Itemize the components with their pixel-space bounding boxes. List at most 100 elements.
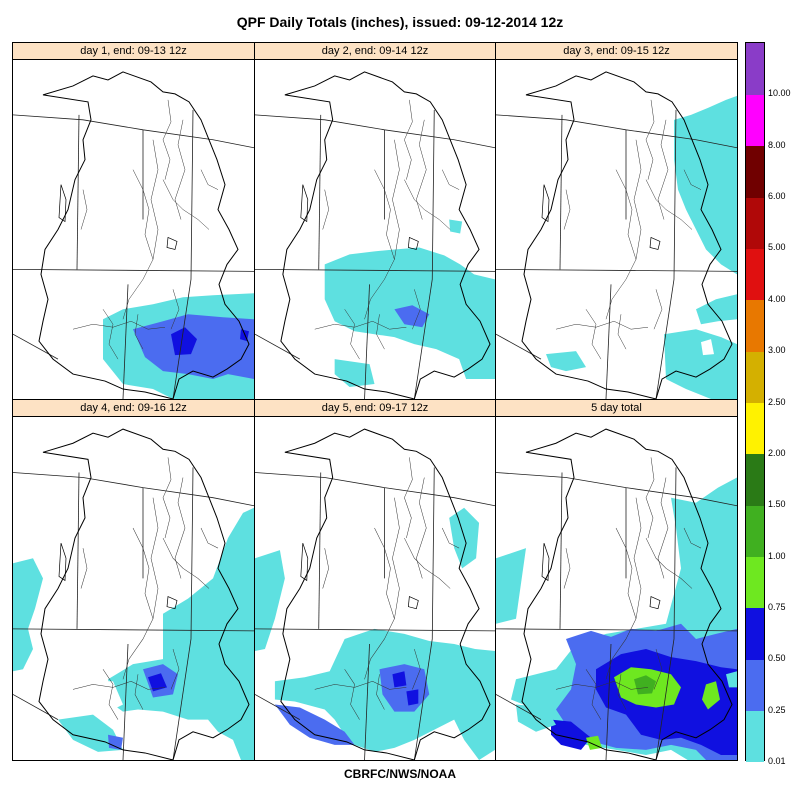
legend-bin (746, 43, 764, 95)
panel-header: day 2, end: 09-14 12z (255, 43, 495, 60)
legend-label: 6.00 (768, 191, 786, 202)
legend-bin (746, 299, 764, 352)
legend-label: 2.50 (768, 396, 786, 407)
river-line (633, 139, 642, 260)
lake-outline (407, 596, 419, 610)
river-line (150, 139, 159, 260)
river-line (657, 477, 669, 579)
river-line (376, 674, 385, 710)
river-line (134, 674, 144, 710)
river-line (376, 314, 385, 350)
river-line (150, 497, 159, 619)
state-boundary (364, 643, 370, 760)
state-boundary (122, 284, 129, 399)
lake-outline (300, 184, 309, 223)
footer-credit: CBRFC/NWS/NOAA (344, 767, 456, 781)
state-boundary (655, 109, 677, 399)
lake-outline (166, 236, 178, 250)
legend-label: 0.50 (768, 653, 786, 664)
state-boundary (496, 268, 737, 272)
river-line (174, 477, 186, 579)
river-line (605, 618, 637, 680)
river-line (80, 189, 88, 230)
legend-bin (746, 197, 764, 249)
state-boundary (496, 333, 542, 360)
legend-label: 0.75 (768, 601, 786, 612)
river-line (200, 169, 219, 190)
river-line (374, 169, 395, 260)
legend-bin (746, 94, 764, 147)
lake-outline (541, 184, 550, 223)
river-line (617, 314, 627, 350)
river-line (132, 169, 154, 260)
basin-map (13, 71, 254, 399)
basin-outline (38, 71, 250, 399)
river-line (72, 681, 166, 690)
basin-map (496, 71, 737, 399)
river-line (392, 497, 400, 619)
legend-label: 3.00 (768, 345, 786, 356)
map-title: QPF Daily Totals (inches), issued: 09-12… (236, 14, 564, 30)
state-boundary (13, 694, 59, 720)
state-boundary (496, 694, 542, 720)
basin-outline (521, 428, 733, 760)
basin-outline (280, 71, 491, 399)
river-line (416, 119, 427, 220)
lake-outline (58, 184, 67, 223)
river-line (162, 99, 172, 180)
state-boundary (255, 114, 495, 149)
precip-area (392, 671, 407, 688)
state-boundary (255, 628, 495, 632)
river-line (645, 457, 655, 539)
precip-area (546, 351, 586, 372)
state-boundary (172, 467, 194, 760)
river-line (122, 618, 154, 680)
legend-label: 10.00 (768, 88, 791, 99)
river-line (585, 669, 602, 720)
precip-area (701, 339, 714, 356)
precip-area (334, 359, 375, 388)
precip-area (406, 689, 419, 706)
lake-outline (541, 542, 550, 582)
precip-area (394, 305, 430, 328)
state-boundary (364, 284, 370, 399)
legend-label: 1.50 (768, 499, 786, 510)
river-line (441, 527, 460, 549)
panel-day-1: day 1, end: 09-13 12z (12, 42, 255, 400)
precip-area (171, 327, 197, 356)
lake-outline (407, 236, 419, 250)
river-line (633, 497, 642, 619)
state-boundary (255, 333, 301, 360)
legend-bin (746, 659, 764, 712)
river-line (364, 259, 395, 320)
river-line (404, 457, 413, 539)
legend-bin (746, 402, 764, 455)
precip-area (108, 734, 123, 750)
panel-5-day-total: 5 day total (495, 399, 738, 761)
river-line (653, 289, 663, 330)
river-line (657, 119, 669, 220)
basin-outline (521, 71, 733, 399)
river-line (605, 259, 637, 320)
river-line (162, 179, 210, 230)
state-boundary (13, 472, 254, 507)
panel-day-4: day 4, end: 09-16 12z (12, 399, 255, 761)
state-boundary (496, 114, 737, 149)
river-line (615, 169, 637, 260)
precip-area (664, 329, 737, 399)
river-line (555, 320, 649, 330)
river-line (412, 648, 421, 690)
state-boundary (605, 643, 612, 760)
river-line (441, 169, 460, 190)
basin-map (13, 428, 254, 760)
river-line (344, 669, 360, 720)
legend-bin (746, 145, 764, 198)
river-line (170, 648, 180, 690)
state-boundary (172, 109, 194, 399)
legend-label: 0.25 (768, 704, 786, 715)
panel-header: day 3, end: 09-15 12z (496, 43, 737, 60)
panel-header: day 4, end: 09-16 12z (13, 400, 254, 417)
precip-area (674, 95, 737, 275)
river-line (314, 681, 407, 690)
legend-label: 1.00 (768, 550, 786, 561)
